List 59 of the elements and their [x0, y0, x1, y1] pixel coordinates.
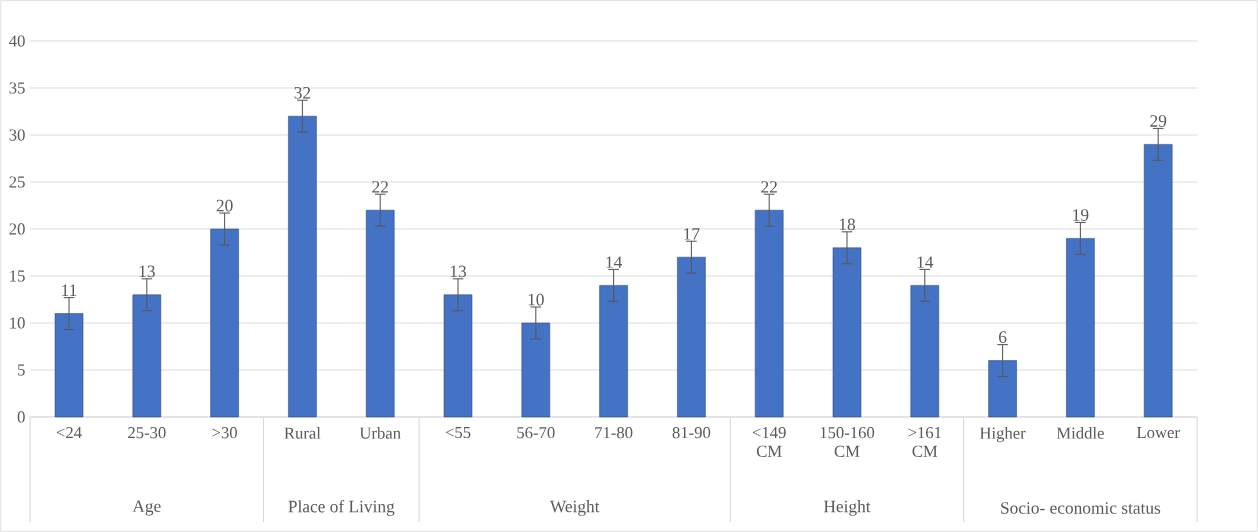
- y-tick-label: 30: [9, 129, 25, 141]
- data-label: 22: [761, 181, 777, 193]
- text: Place of Living: [288, 500, 395, 516]
- data-label: 19: [1073, 209, 1089, 221]
- bar: [443, 294, 473, 418]
- x-tick-label: 150-160 CM: [820, 427, 875, 457]
- data-label: 17: [684, 228, 700, 240]
- data-label: 20: [216, 199, 233, 212]
- y-tick-label: 0: [17, 411, 25, 423]
- data-label: 32: [294, 86, 311, 99]
- text: Socio- economic status: [1001, 502, 1161, 514]
- data-label: 22: [372, 181, 388, 193]
- text: Weight: [549, 500, 600, 516]
- x-tick-label: Higher: [979, 427, 1026, 443]
- x-tick-label: 81-90: [672, 427, 711, 439]
- data-label: 11: [62, 284, 77, 297]
- x-tick-label: Rural: [284, 427, 321, 439]
- bar: [521, 322, 551, 418]
- data-label: 14: [917, 256, 934, 268]
- bar: [832, 247, 862, 418]
- y-tick-label: 15: [10, 270, 25, 282]
- data-label: 10: [528, 293, 544, 306]
- bar: [288, 115, 317, 418]
- bar: [1143, 144, 1173, 418]
- y-tick-label: 25: [9, 176, 25, 188]
- bar: [132, 294, 162, 418]
- y-tick-label: 40: [9, 35, 25, 47]
- bar: [599, 285, 628, 418]
- text: Age: [132, 500, 161, 516]
- x-tick-label: <149 CM: [752, 427, 786, 457]
- bar: [54, 313, 84, 418]
- y-tick-label: 10: [10, 317, 25, 329]
- bar: [210, 228, 239, 418]
- x-tick-label: 71-80: [595, 427, 633, 439]
- x-tick-label: 56-70: [517, 427, 555, 439]
- x-tick-label: <55: [445, 427, 471, 439]
- y-tick-label: 5: [18, 364, 25, 376]
- data-label: 18: [839, 218, 856, 231]
- bar: [910, 285, 940, 418]
- bar: [1066, 238, 1095, 418]
- data-label: 13: [139, 265, 155, 278]
- data-label: 13: [450, 265, 466, 278]
- data-label: 6: [999, 331, 1007, 344]
- y-tick-label: 35: [9, 82, 25, 94]
- x-tick-label: 25-30: [128, 427, 166, 439]
- x-tick-label: Middle: [1056, 427, 1104, 439]
- bar: [677, 256, 706, 418]
- data-label: 29: [1150, 115, 1167, 127]
- x-tick-label: >30: [212, 427, 238, 439]
- x-tick-label: Lower: [1136, 427, 1180, 439]
- x-tick-label: <24: [56, 427, 82, 439]
- bar: [365, 209, 395, 418]
- bar: [754, 209, 784, 418]
- text: Height: [823, 500, 871, 516]
- y-tick-label: 20: [9, 223, 25, 235]
- x-tick-label: Urban: [359, 427, 401, 439]
- bar: [988, 360, 1017, 418]
- x-tick-label: >161 CM: [908, 427, 941, 457]
- data-label: 14: [606, 256, 623, 268]
